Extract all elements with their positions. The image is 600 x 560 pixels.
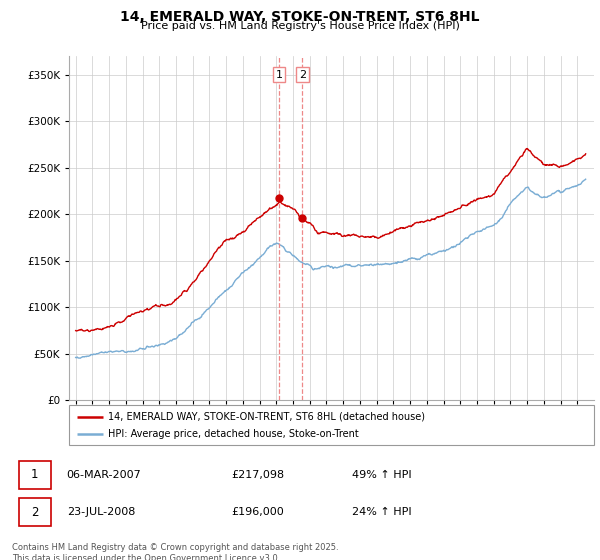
FancyBboxPatch shape bbox=[19, 461, 50, 488]
Text: 1: 1 bbox=[275, 69, 283, 80]
FancyBboxPatch shape bbox=[19, 498, 50, 526]
Text: 49% ↑ HPI: 49% ↑ HPI bbox=[352, 470, 412, 480]
Text: 1: 1 bbox=[31, 468, 38, 481]
Text: Contains HM Land Registry data © Crown copyright and database right 2025.
This d: Contains HM Land Registry data © Crown c… bbox=[12, 543, 338, 560]
Text: £217,098: £217,098 bbox=[231, 470, 284, 480]
Text: 2: 2 bbox=[31, 506, 38, 519]
Text: £196,000: £196,000 bbox=[231, 507, 284, 517]
Text: 23-JUL-2008: 23-JUL-2008 bbox=[67, 507, 135, 517]
Text: 24% ↑ HPI: 24% ↑ HPI bbox=[352, 507, 412, 517]
Text: 06-MAR-2007: 06-MAR-2007 bbox=[67, 470, 142, 480]
Text: 14, EMERALD WAY, STOKE-ON-TRENT, ST6 8HL: 14, EMERALD WAY, STOKE-ON-TRENT, ST6 8HL bbox=[120, 10, 480, 24]
Text: 2: 2 bbox=[299, 69, 306, 80]
Text: Price paid vs. HM Land Registry's House Price Index (HPI): Price paid vs. HM Land Registry's House … bbox=[140, 21, 460, 31]
Text: HPI: Average price, detached house, Stoke-on-Trent: HPI: Average price, detached house, Stok… bbox=[109, 429, 359, 439]
FancyBboxPatch shape bbox=[69, 405, 594, 445]
Text: 14, EMERALD WAY, STOKE-ON-TRENT, ST6 8HL (detached house): 14, EMERALD WAY, STOKE-ON-TRENT, ST6 8HL… bbox=[109, 412, 425, 422]
